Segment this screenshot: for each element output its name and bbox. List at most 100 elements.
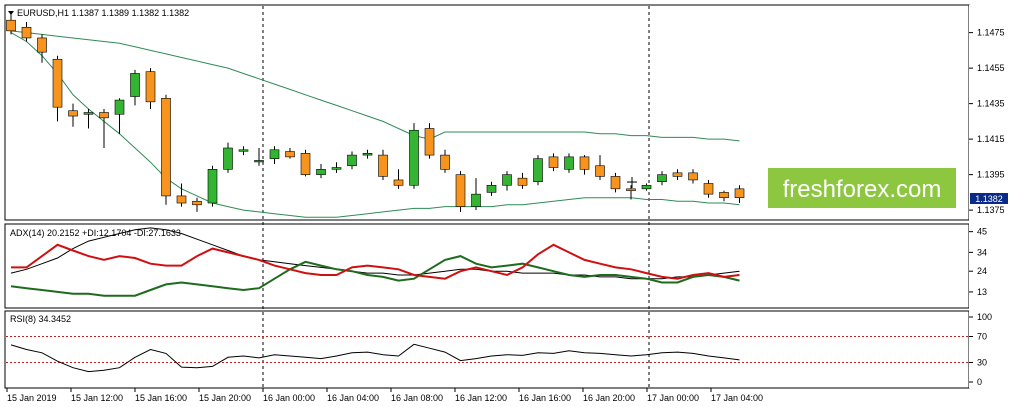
rsi-tick-label: 100 [977, 312, 992, 322]
time-tick-label: 15 Jan 12:00 [71, 393, 123, 403]
time-tick-label: 15 Jan 20:00 [199, 393, 251, 403]
candle-body [37, 37, 47, 53]
candle-body [657, 174, 667, 183]
candle-body [269, 149, 280, 159]
watermark-text: freshforex.com [783, 176, 942, 203]
time-axis: 15 Jan 2019 15 Jan 12:00 15 Jan 16:00 15 Ja… [6, 388, 763, 403]
rsi-tick-label: 30 [977, 358, 987, 368]
time-tick-label: 16 Jan 00:00 [263, 393, 315, 403]
candle-body [238, 149, 249, 152]
rsi-series-line [10, 343, 740, 373]
candle-body [161, 98, 171, 197]
adx-tick-label: 13 [977, 287, 987, 297]
current-price-label: 1.1382 [975, 194, 1003, 204]
candle-body [548, 156, 559, 168]
bollinger-bands [10, 30, 740, 218]
candle-body [734, 188, 745, 198]
price-tick-label: 1.1395 [977, 170, 1005, 180]
rsi-line [10, 343, 740, 373]
current-price-marker: 1.1382 [970, 193, 1008, 204]
candle-body [254, 160, 264, 163]
adx-tick-label: 24 [977, 266, 987, 276]
time-tick-label: 16 Jan 08:00 [391, 393, 443, 403]
rsi-tick-label: 70 [977, 332, 987, 342]
candle-body [626, 188, 636, 191]
candle-body [285, 151, 295, 158]
crosshair-cursor-icon [627, 177, 637, 188]
candle-body [455, 174, 466, 207]
candle-body [21, 26, 32, 39]
price-tick-label: 1.1415 [977, 134, 1005, 144]
price-tick-label: 1.1375 [977, 205, 1005, 215]
candle-body [564, 156, 574, 170]
time-tick-label: 16 Jan 04:00 [327, 393, 379, 403]
candle-body [207, 169, 218, 204]
candle-body [393, 179, 404, 186]
candle-body [409, 129, 419, 186]
candle-body [52, 58, 63, 108]
candle-body [176, 195, 187, 204]
candle-body [641, 184, 652, 190]
candle-body [300, 153, 311, 175]
rsi-tick-label: 0 [977, 377, 982, 387]
rsi-indicator-pane[interactable] [4, 310, 970, 389]
candle-body [719, 192, 729, 198]
candle-body [114, 99, 125, 115]
band-lower-line [10, 32, 740, 218]
time-tick-label: 15 Jan 2019 [7, 393, 57, 403]
candle-body [145, 71, 156, 103]
adx-tick-label: 45 [977, 227, 987, 237]
candle-body [192, 200, 202, 206]
candle-body [424, 128, 435, 156]
candle-body [130, 73, 140, 97]
candle-body [688, 172, 698, 181]
candle-body [703, 183, 714, 195]
candle-body [331, 167, 342, 170]
minus-di-line [11, 243, 740, 280]
adx-tick-label: 34 [977, 247, 987, 257]
candle-body [223, 147, 233, 170]
rsi-levels [6, 336, 968, 363]
rsi-label: RSI(8) 34.3452 [10, 314, 71, 324]
time-tick-label: 17 Jan 00:00 [647, 393, 699, 403]
candle-body [672, 172, 683, 177]
candle-body [595, 165, 605, 177]
price-tick-label: 1.1455 [977, 63, 1005, 73]
candle-body [579, 156, 590, 170]
symbol-ohlc-label: EURUSD,H1 1.1387 1.1389 1.1382 1.1382 [17, 8, 189, 18]
price-axis: 1.1475 1.1455 1.1435 1.1415 1.1395 1.1375 [969, 28, 1005, 215]
price-tick-label: 1.1435 [977, 99, 1005, 109]
adx-main-line [10, 227, 740, 280]
time-tick-label: 16 Jan 12:00 [455, 393, 507, 403]
candle-body [6, 19, 16, 32]
time-tick-label: 16 Jan 20:00 [583, 393, 635, 403]
adx-label: ADX(14) 20.2152 +DI:12.1704 -DI:27.1633 [10, 228, 181, 238]
candle-body [378, 154, 388, 177]
time-tick-label: 16 Jan 16:00 [519, 393, 571, 403]
candle-body [316, 169, 326, 175]
adx-lines [10, 227, 740, 297]
day-separators [262, 6, 650, 388]
candlestick-series [6, 13, 745, 212]
main-header[interactable]: EURUSD,H1 1.1387 1.1389 1.1382 1.1382 [8, 8, 189, 18]
freshforex-watermark: freshforex.com [768, 168, 956, 208]
dropdown-triangle-icon[interactable] [8, 11, 14, 15]
candle-body [68, 110, 78, 117]
candle-body [440, 154, 450, 170]
candle-body [610, 176, 621, 190]
candle-body [347, 154, 357, 167]
candle-body [502, 174, 512, 186]
candle-body [83, 112, 94, 115]
candle-body [533, 158, 543, 183]
candle-body [362, 153, 373, 156]
candle-body [486, 184, 497, 193]
candle-body [517, 177, 528, 186]
adx-axis: 45 34 24 13 [969, 227, 987, 297]
candle-body [99, 112, 109, 119]
time-tick-label: 17 Jan 04:00 [711, 393, 763, 403]
time-tick-label: 15 Jan 16:00 [135, 393, 187, 403]
candle-body [471, 193, 481, 207]
rsi-axis: 100 70 30 0 [969, 312, 992, 387]
